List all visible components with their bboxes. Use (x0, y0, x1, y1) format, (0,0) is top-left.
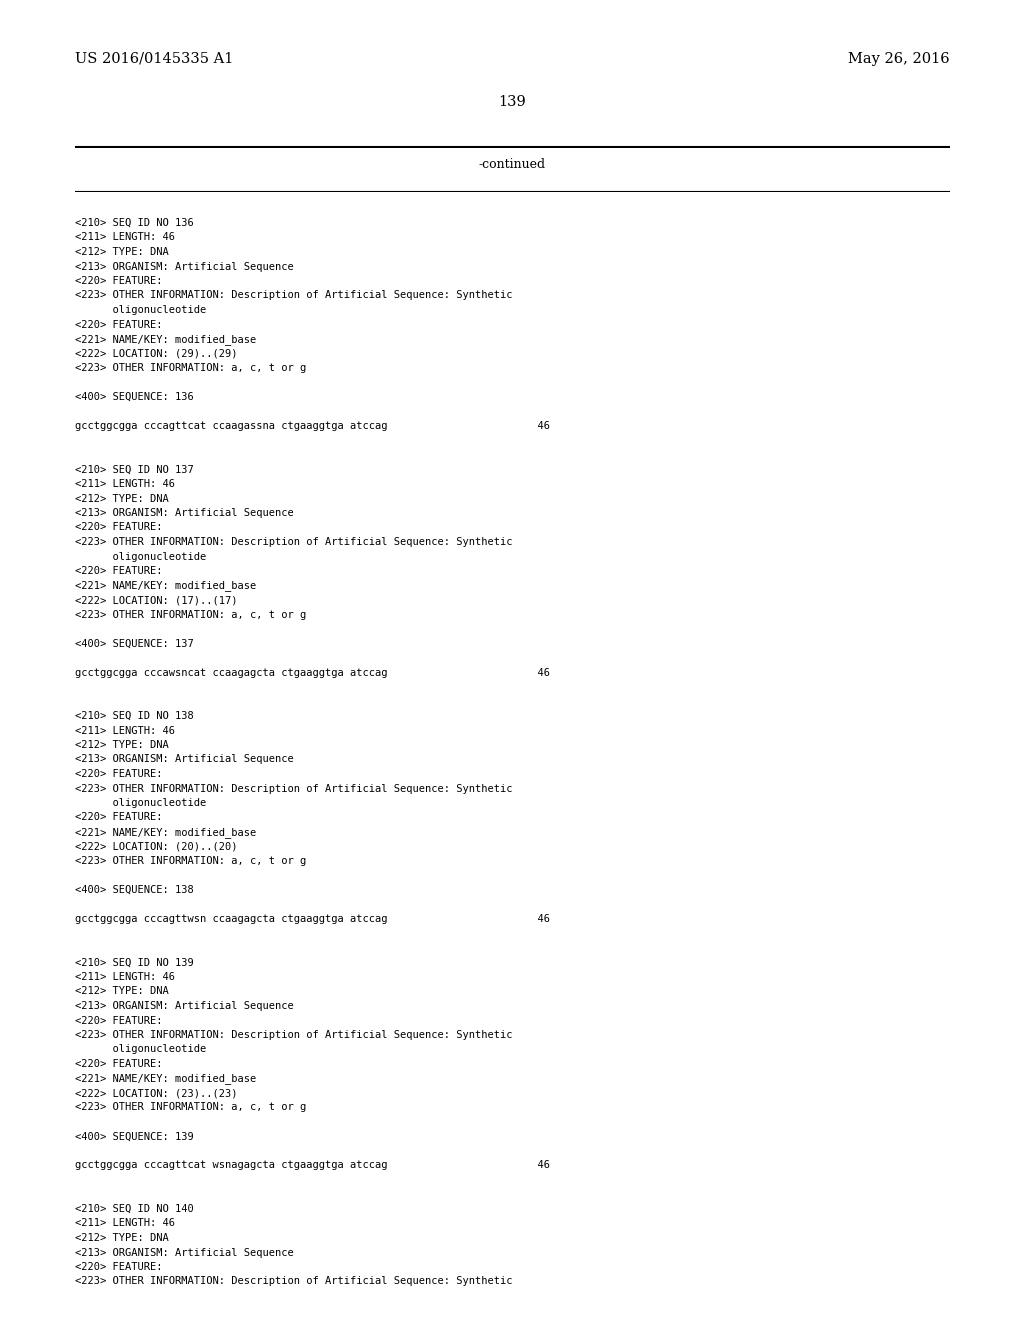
Text: <210> SEQ ID NO 136: <210> SEQ ID NO 136 (75, 218, 194, 228)
Text: <220> FEATURE:: <220> FEATURE: (75, 770, 163, 779)
Text: 139: 139 (498, 95, 526, 110)
Text: <223> OTHER INFORMATION: Description of Artificial Sequence: Synthetic: <223> OTHER INFORMATION: Description of … (75, 1030, 512, 1040)
Text: gcctggcgga cccagttcat wsnagagcta ctgaaggtga atccag                        46: gcctggcgga cccagttcat wsnagagcta ctgaagg… (75, 1160, 550, 1171)
Text: <212> TYPE: DNA: <212> TYPE: DNA (75, 1233, 169, 1243)
Text: oligonucleotide: oligonucleotide (75, 305, 206, 315)
Text: oligonucleotide: oligonucleotide (75, 799, 206, 808)
Text: <213> ORGANISM: Artificial Sequence: <213> ORGANISM: Artificial Sequence (75, 755, 294, 764)
Text: gcctggcgga cccawsncat ccaagagcta ctgaaggtga atccag                        46: gcctggcgga cccawsncat ccaagagcta ctgaagg… (75, 668, 550, 677)
Text: <211> LENGTH: 46: <211> LENGTH: 46 (75, 232, 175, 243)
Text: <211> LENGTH: 46: <211> LENGTH: 46 (75, 479, 175, 488)
Text: <220> FEATURE:: <220> FEATURE: (75, 319, 163, 330)
Text: <213> ORGANISM: Artificial Sequence: <213> ORGANISM: Artificial Sequence (75, 508, 294, 517)
Text: <223> OTHER INFORMATION: a, c, t or g: <223> OTHER INFORMATION: a, c, t or g (75, 1102, 306, 1113)
Text: <223> OTHER INFORMATION: a, c, t or g: <223> OTHER INFORMATION: a, c, t or g (75, 610, 306, 619)
Text: <211> LENGTH: 46: <211> LENGTH: 46 (75, 726, 175, 735)
Text: <223> OTHER INFORMATION: Description of Artificial Sequence: Synthetic: <223> OTHER INFORMATION: Description of … (75, 784, 512, 793)
Text: <220> FEATURE:: <220> FEATURE: (75, 566, 163, 576)
Text: <213> ORGANISM: Artificial Sequence: <213> ORGANISM: Artificial Sequence (75, 1001, 294, 1011)
Text: <212> TYPE: DNA: <212> TYPE: DNA (75, 986, 169, 997)
Text: <212> TYPE: DNA: <212> TYPE: DNA (75, 247, 169, 257)
Text: <221> NAME/KEY: modified_base: <221> NAME/KEY: modified_base (75, 581, 256, 591)
Text: <400> SEQUENCE: 136: <400> SEQUENCE: 136 (75, 392, 194, 403)
Text: oligonucleotide: oligonucleotide (75, 552, 206, 561)
Text: <210> SEQ ID NO 139: <210> SEQ ID NO 139 (75, 957, 194, 968)
Text: oligonucleotide: oligonucleotide (75, 1044, 206, 1055)
Text: gcctggcgga cccagttcat ccaagassna ctgaaggtga atccag                        46: gcctggcgga cccagttcat ccaagassna ctgaagg… (75, 421, 550, 432)
Text: <400> SEQUENCE: 139: <400> SEQUENCE: 139 (75, 1131, 194, 1142)
Text: <212> TYPE: DNA: <212> TYPE: DNA (75, 741, 169, 750)
Text: <222> LOCATION: (29)..(29): <222> LOCATION: (29)..(29) (75, 348, 238, 359)
Text: <210> SEQ ID NO 138: <210> SEQ ID NO 138 (75, 711, 194, 721)
Text: <220> FEATURE:: <220> FEATURE: (75, 1059, 163, 1069)
Text: <221> NAME/KEY: modified_base: <221> NAME/KEY: modified_base (75, 334, 256, 345)
Text: <223> OTHER INFORMATION: a, c, t or g: <223> OTHER INFORMATION: a, c, t or g (75, 855, 306, 866)
Text: <223> OTHER INFORMATION: a, c, t or g: <223> OTHER INFORMATION: a, c, t or g (75, 363, 306, 374)
Text: <212> TYPE: DNA: <212> TYPE: DNA (75, 494, 169, 503)
Text: <222> LOCATION: (20)..(20): <222> LOCATION: (20)..(20) (75, 842, 238, 851)
Text: <220> FEATURE:: <220> FEATURE: (75, 276, 163, 286)
Text: <213> ORGANISM: Artificial Sequence: <213> ORGANISM: Artificial Sequence (75, 261, 294, 272)
Text: -continued: -continued (478, 158, 546, 172)
Text: <210> SEQ ID NO 140: <210> SEQ ID NO 140 (75, 1204, 194, 1214)
Text: <222> LOCATION: (17)..(17): <222> LOCATION: (17)..(17) (75, 595, 238, 605)
Text: <221> NAME/KEY: modified_base: <221> NAME/KEY: modified_base (75, 828, 256, 838)
Text: gcctggcgga cccagttwsn ccaagagcta ctgaaggtga atccag                        46: gcctggcgga cccagttwsn ccaagagcta ctgaagg… (75, 913, 550, 924)
Text: US 2016/0145335 A1: US 2016/0145335 A1 (75, 51, 233, 66)
Text: <210> SEQ ID NO 137: <210> SEQ ID NO 137 (75, 465, 194, 474)
Text: <400> SEQUENCE: 137: <400> SEQUENCE: 137 (75, 639, 194, 648)
Text: <213> ORGANISM: Artificial Sequence: <213> ORGANISM: Artificial Sequence (75, 1247, 294, 1258)
Text: <220> FEATURE:: <220> FEATURE: (75, 1262, 163, 1272)
Text: <223> OTHER INFORMATION: Description of Artificial Sequence: Synthetic: <223> OTHER INFORMATION: Description of … (75, 290, 512, 301)
Text: <221> NAME/KEY: modified_base: <221> NAME/KEY: modified_base (75, 1073, 256, 1085)
Text: <211> LENGTH: 46: <211> LENGTH: 46 (75, 972, 175, 982)
Text: May 26, 2016: May 26, 2016 (848, 51, 950, 66)
Text: <223> OTHER INFORMATION: Description of Artificial Sequence: Synthetic: <223> OTHER INFORMATION: Description of … (75, 1276, 512, 1287)
Text: <400> SEQUENCE: 138: <400> SEQUENCE: 138 (75, 884, 194, 895)
Text: <222> LOCATION: (23)..(23): <222> LOCATION: (23)..(23) (75, 1088, 238, 1098)
Text: <211> LENGTH: 46: <211> LENGTH: 46 (75, 1218, 175, 1229)
Text: <220> FEATURE:: <220> FEATURE: (75, 1015, 163, 1026)
Text: <223> OTHER INFORMATION: Description of Artificial Sequence: Synthetic: <223> OTHER INFORMATION: Description of … (75, 537, 512, 546)
Text: <220> FEATURE:: <220> FEATURE: (75, 523, 163, 532)
Text: <220> FEATURE:: <220> FEATURE: (75, 813, 163, 822)
